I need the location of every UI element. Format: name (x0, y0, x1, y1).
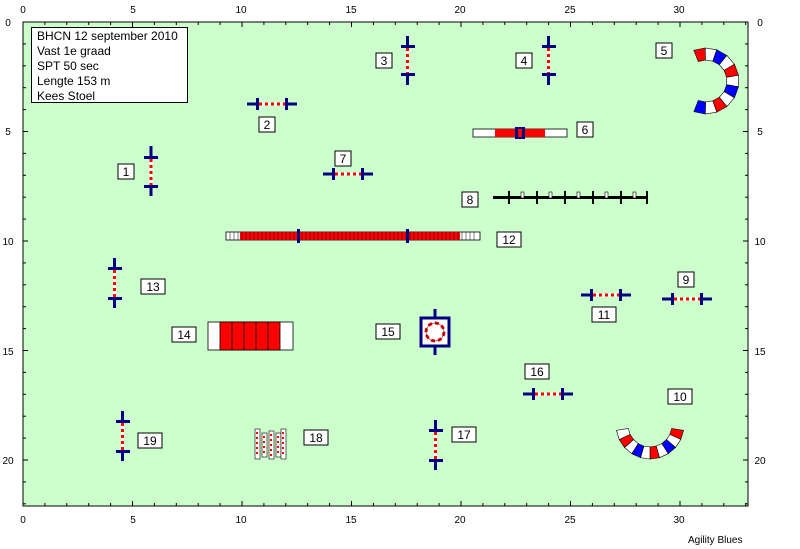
x-tick-label-top: 15 (345, 5, 357, 16)
axis-ticks (22, 21, 748, 506)
course-title: BHCN 12 september 2010 (37, 29, 178, 43)
hurdle-7 (323, 168, 373, 180)
x-tick-label-top: 20 (454, 5, 466, 16)
footer-credit: Agility Blues (688, 535, 743, 546)
y-tick-label-left: 15 (2, 347, 14, 358)
svg-text:14: 14 (177, 328, 191, 342)
tunnel-5 (693, 47, 739, 115)
course-length: Lengte 153 m (37, 74, 111, 88)
hurdle-11 (581, 289, 631, 301)
svg-text:6: 6 (582, 123, 589, 137)
svg-text:2: 2 (264, 118, 271, 132)
x-tick-label-bottom: 0 (20, 515, 26, 526)
tunnel-10 (616, 428, 684, 460)
svg-text:17: 17 (457, 428, 471, 442)
hurdle-16 (523, 388, 573, 400)
axis-tick-labels: 0 5 10 15 20 25 30 0 5 10 15 20 25 30 0 … (2, 5, 766, 526)
svg-text:16: 16 (530, 365, 544, 379)
number-label-1: 1 (117, 163, 135, 180)
svg-text:3: 3 (381, 54, 388, 68)
y-tick-label-right: 5 (757, 127, 763, 138)
svg-text:5: 5 (661, 44, 668, 58)
hurdle-3 (401, 36, 415, 85)
hurdle-9 (662, 293, 712, 305)
seesaw-6 (472, 127, 568, 139)
svg-text:11: 11 (598, 308, 611, 322)
hurdle-4 (542, 36, 556, 85)
number-label-2: 2 (258, 116, 276, 133)
svg-text:12: 12 (502, 233, 516, 247)
x-tick-label-bottom: 5 (130, 515, 136, 526)
svg-text:9: 9 (683, 273, 690, 287)
number-label-18: 18 (303, 429, 329, 446)
svg-text:8: 8 (467, 193, 474, 207)
svg-text:7: 7 (340, 152, 347, 166)
number-label-4: 4 (515, 52, 533, 69)
tire-15 (419, 309, 451, 355)
y-tick-label-right: 15 (754, 347, 766, 358)
collapsed-tunnel-14 (207, 321, 294, 351)
obstacle-number-labels: 1 2 3 4 5 6 7 8 9 10 11 12 13 14 15 16 1… (117, 42, 695, 449)
number-label-5: 5 (655, 42, 673, 59)
number-label-7: 7 (334, 150, 352, 167)
number-label-16: 16 (524, 363, 550, 380)
number-label-9: 9 (677, 271, 695, 288)
course-class: Vast 1e graad (37, 44, 111, 58)
x-tick-label-top: 0 (20, 5, 26, 16)
hurdle-13 (108, 258, 122, 308)
weave-poles-8 (493, 191, 648, 204)
x-tick-label-top: 30 (673, 5, 685, 16)
svg-text:19: 19 (143, 434, 157, 448)
y-tick-label-right: 10 (754, 237, 766, 248)
dog-walk-12 (225, 229, 481, 243)
obstacles (108, 36, 739, 470)
svg-text:4: 4 (521, 54, 528, 68)
course-info-box: BHCN 12 september 2010 Vast 1e graad SPT… (31, 27, 188, 103)
x-tick-label-bottom: 20 (454, 515, 466, 526)
x-tick-label-bottom: 25 (564, 515, 576, 526)
hurdle-19 (116, 411, 130, 461)
svg-text:15: 15 (381, 325, 395, 339)
long-jump-18 (254, 428, 287, 460)
number-label-6: 6 (576, 121, 594, 138)
number-label-14: 14 (171, 326, 197, 343)
number-label-19: 19 (137, 432, 163, 449)
y-tick-label-left: 0 (5, 18, 11, 29)
number-label-12: 12 (496, 231, 522, 248)
x-tick-label-top: 10 (235, 5, 247, 16)
number-label-11: 11 (591, 306, 617, 323)
course-judge: Kees Stoel (37, 89, 96, 103)
x-tick-label-bottom: 10 (235, 515, 247, 526)
x-tick-label-bottom: 15 (345, 515, 357, 526)
number-label-3: 3 (375, 52, 393, 69)
svg-text:13: 13 (146, 280, 160, 294)
hurdle-1 (144, 146, 158, 196)
number-label-15: 15 (375, 323, 401, 340)
svg-text:1: 1 (123, 165, 130, 179)
number-label-10: 10 (667, 388, 693, 405)
number-label-8: 8 (461, 191, 479, 208)
hurdle-2 (247, 98, 297, 110)
y-tick-label-left: 20 (2, 456, 14, 467)
x-tick-label-top: 25 (564, 5, 576, 16)
y-tick-label-left: 10 (2, 237, 14, 248)
x-tick-label-bottom: 30 (673, 515, 685, 526)
svg-text:10: 10 (673, 390, 687, 404)
x-tick-label-top: 5 (130, 5, 136, 16)
number-label-13: 13 (140, 278, 166, 295)
course-standard-time: SPT 50 sec (37, 59, 99, 73)
y-tick-label-left: 5 (5, 127, 11, 138)
svg-text:18: 18 (309, 431, 323, 445)
y-tick-label-right: 0 (757, 18, 763, 29)
number-label-17: 17 (451, 426, 477, 443)
hurdle-17 (429, 420, 443, 470)
y-tick-label-right: 20 (754, 456, 766, 467)
